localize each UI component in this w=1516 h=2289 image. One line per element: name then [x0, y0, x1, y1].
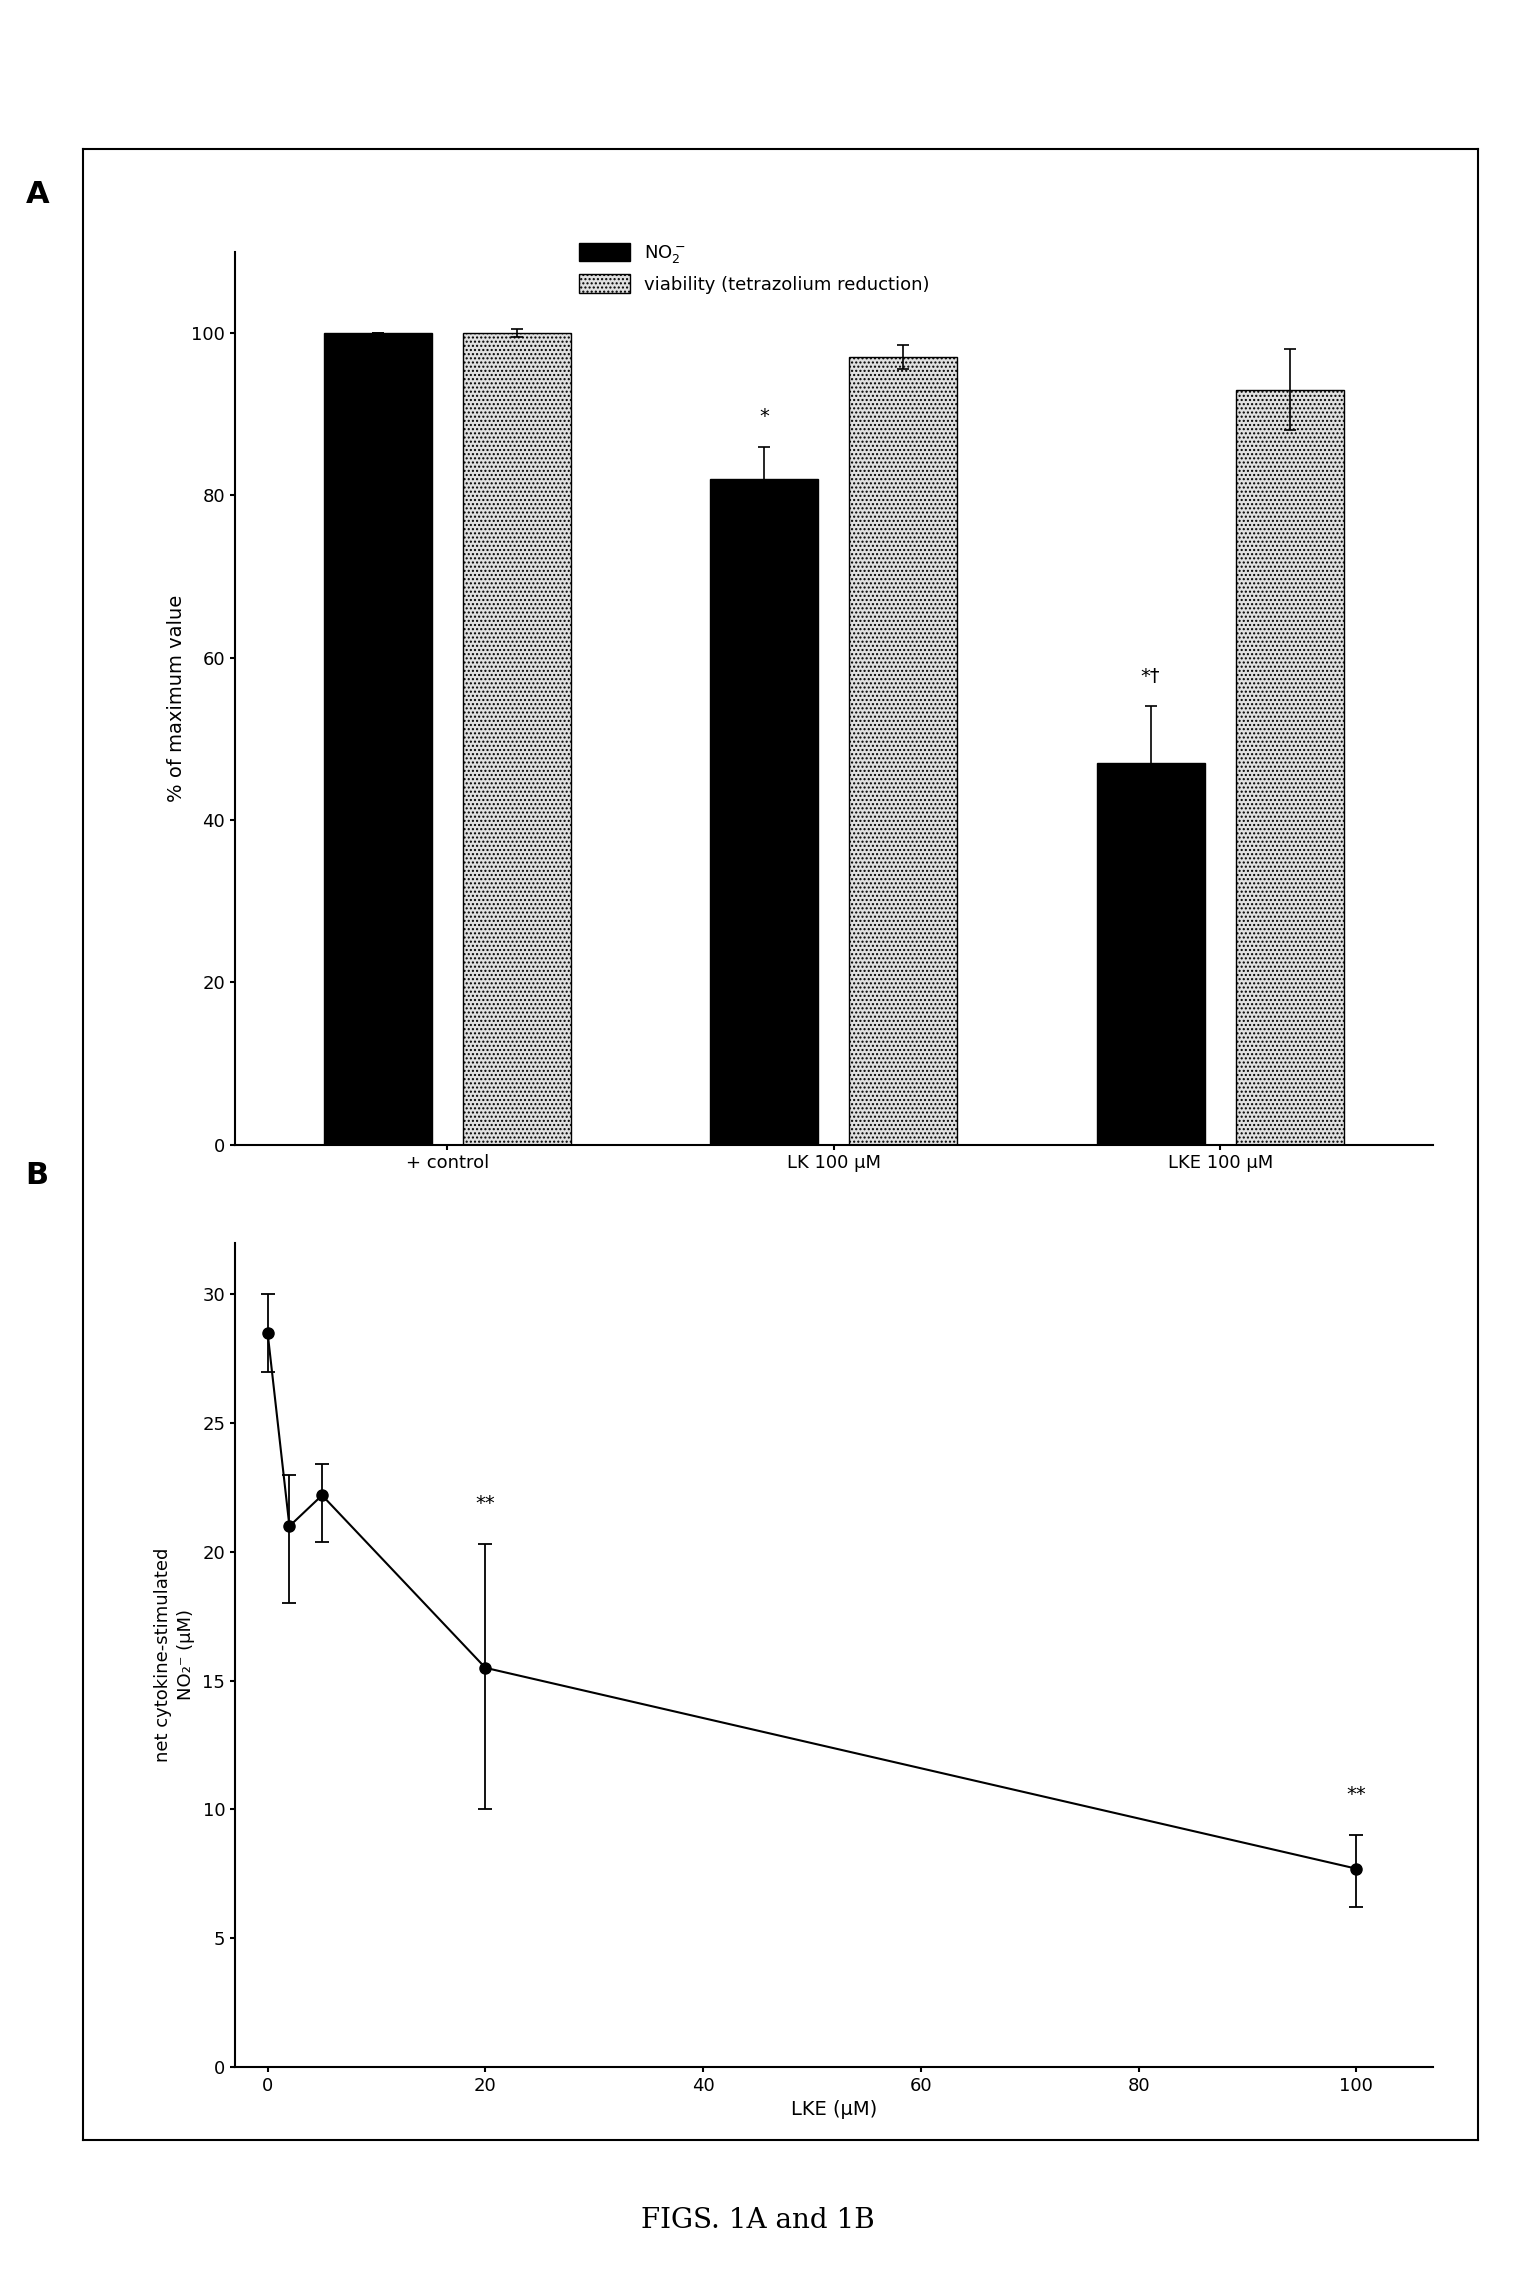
Text: *: *	[760, 407, 769, 426]
Bar	[849, 357, 958, 1144]
Legend: NO$_2^-$, viability (tetrazolium reduction): NO$_2^-$, viability (tetrazolium reducti…	[579, 243, 929, 293]
Y-axis label: net cytokine-stimulated
NO₂⁻ (μM): net cytokine-stimulated NO₂⁻ (μM)	[153, 1547, 196, 1763]
Text: FIGS. 1A and 1B: FIGS. 1A and 1B	[641, 2207, 875, 2234]
Bar	[1236, 389, 1343, 1144]
Y-axis label: % of maximum value: % of maximum value	[167, 595, 186, 801]
Bar	[324, 332, 432, 1144]
X-axis label: LKE (μM): LKE (μM)	[791, 2101, 876, 2120]
Text: **: **	[1346, 1785, 1366, 1804]
Text: A: A	[26, 181, 49, 208]
Bar	[462, 332, 572, 1144]
Bar	[709, 478, 819, 1144]
Bar	[1096, 762, 1205, 1144]
Text: *†: *†	[1142, 666, 1160, 687]
Text: **: **	[476, 1495, 496, 1513]
Text: B: B	[26, 1161, 49, 1190]
